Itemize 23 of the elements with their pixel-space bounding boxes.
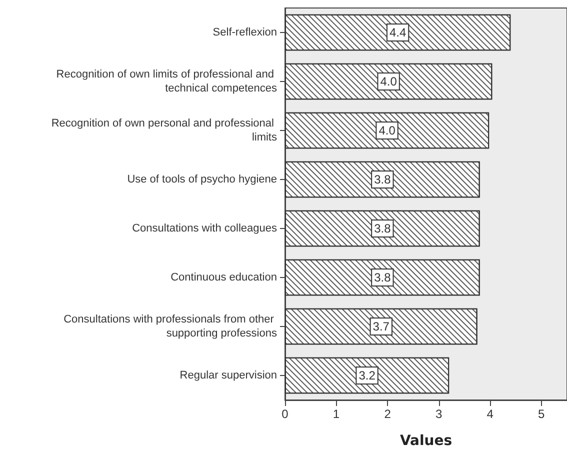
y-tick-label: Self-reflexion (212, 26, 277, 38)
y-tick-label: Consultations with colleagues (132, 222, 278, 234)
x-tick-label: 4 (486, 407, 494, 421)
data-label: 4.0 (378, 124, 396, 138)
data-label: 4.0 (380, 74, 398, 88)
y-tick-label: Continuous education (170, 272, 277, 284)
y-tick-label: Recognition of own personal and professional limits (51, 118, 278, 144)
x-tick-label: 3 (435, 407, 442, 421)
data-label: 3.7 (372, 320, 390, 334)
x-tick-label: 1 (332, 407, 340, 421)
y-tick-label: Use of tools of psycho hygiene (127, 174, 277, 186)
x-tick-label: 0 (282, 407, 289, 421)
data-label: 3.2 (358, 368, 376, 382)
y-tick-label: Consultations with professionals from other supporting professions (64, 314, 278, 340)
y-tick-label: Regular supervision (180, 370, 277, 382)
data-label: 3.8 (374, 172, 392, 186)
y-tick-label: Recognition of own limits of professional and technical competences (56, 68, 278, 94)
x-tick-label: 5 (538, 407, 546, 421)
x-tick-label: 2 (384, 407, 392, 421)
data-label: 3.8 (374, 270, 392, 284)
data-label: 4.4 (389, 26, 406, 40)
data-label: 3.8 (374, 222, 392, 236)
x-axis-title: Values (400, 433, 452, 449)
